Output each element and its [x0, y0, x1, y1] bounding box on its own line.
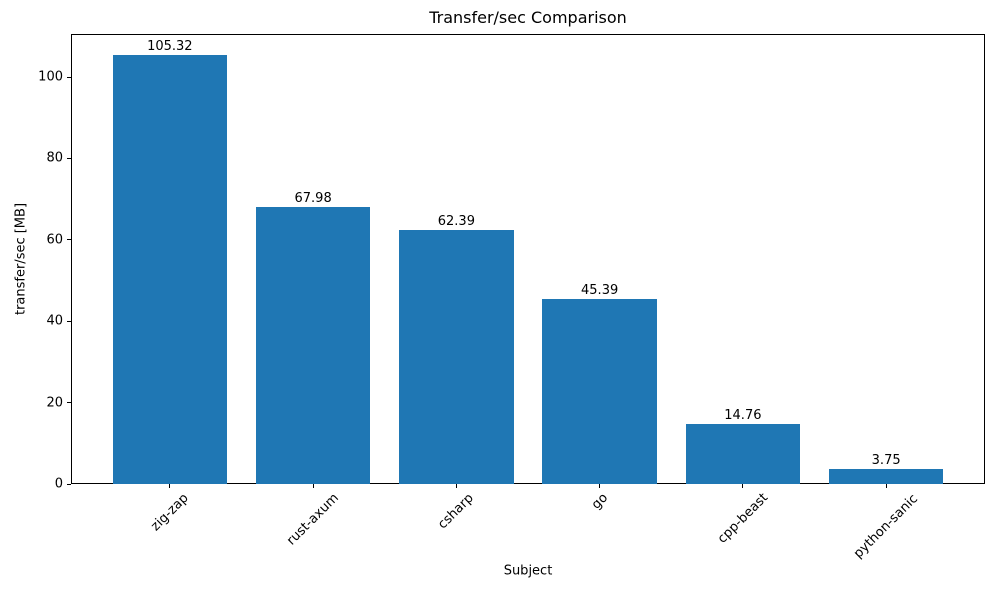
y-tick-mark — [67, 402, 71, 404]
bar-value-label: 3.75 — [871, 452, 901, 468]
y-tick-mark — [67, 157, 71, 159]
y-tick-label: 60 — [46, 232, 63, 248]
bar-csharp — [399, 230, 514, 484]
x-tick-mark — [885, 484, 887, 488]
y-tick-label: 0 — [54, 476, 63, 492]
bar-value-label: 105.32 — [147, 39, 193, 55]
bar-value-label: 62.39 — [437, 214, 475, 230]
y-tick-mark — [67, 320, 71, 322]
bar-value-label: 67.98 — [294, 191, 332, 207]
bar-zig-zap — [112, 55, 228, 484]
x-tick-label: zig-zap — [148, 490, 192, 535]
x-tick-mark — [599, 484, 601, 488]
y-tick-label: 100 — [38, 69, 63, 85]
y-tick-label: 80 — [46, 150, 63, 166]
x-tick-mark — [312, 484, 314, 488]
y-tick-mark — [67, 239, 71, 241]
bar-rust-axum — [255, 207, 371, 484]
x-tick-mark — [742, 484, 744, 488]
y-tick-mark — [67, 76, 71, 78]
bar-value-label: 14.76 — [724, 407, 762, 423]
chart-title: Transfer/sec Comparison — [429, 8, 627, 27]
x-tick-mark — [169, 484, 171, 488]
y-tick-label: 20 — [46, 395, 63, 411]
x-tick-label: python-sanic — [851, 491, 922, 561]
y-axis-label: transfer/sec [MB] — [13, 202, 29, 316]
y-tick-label: 40 — [46, 313, 63, 329]
bar-go — [542, 299, 657, 484]
x-tick-mark — [455, 484, 457, 488]
bar-value-label: 45.39 — [581, 283, 619, 299]
x-tick-label: go — [588, 490, 611, 513]
x-tick-label: cpp-beast — [714, 490, 771, 548]
y-tick-mark — [67, 483, 71, 485]
x-axis-label: Subject — [503, 563, 553, 579]
x-tick-label: rust-axum — [284, 491, 343, 549]
bar-python-sanic — [828, 468, 944, 484]
x-tick-label: csharp — [435, 491, 478, 533]
bar-cpp-beast — [685, 423, 801, 484]
